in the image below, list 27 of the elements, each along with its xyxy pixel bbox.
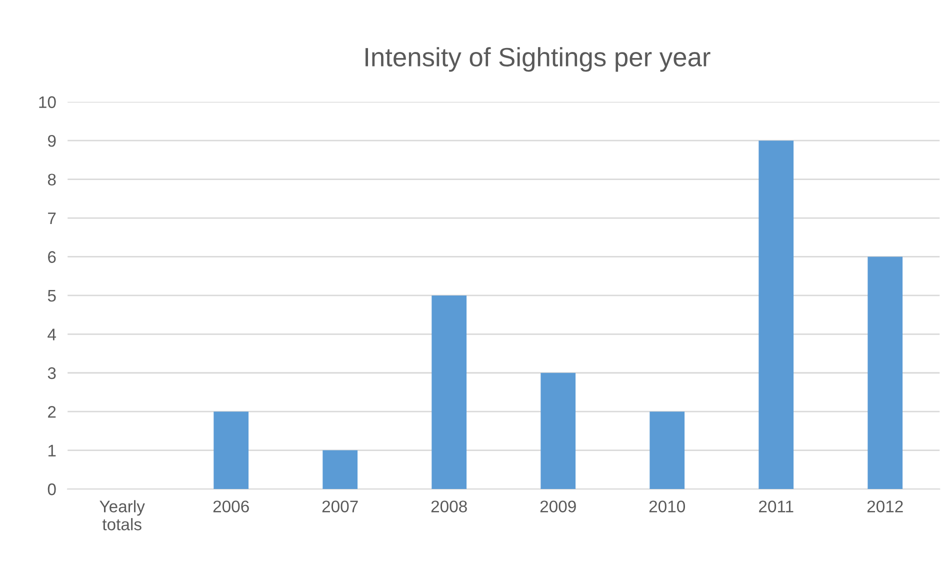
- y-tick-label: 7: [48, 212, 56, 224]
- y-tick-label: 3: [48, 367, 56, 380]
- chart-title: Intensity of Sightings per year: [366, 47, 710, 72]
- x-tick-label: 2012: [867, 500, 903, 512]
- x-tick-label: 2008: [431, 500, 467, 512]
- y-tick-label: 9: [48, 134, 56, 147]
- bar: [214, 412, 249, 490]
- bar: [432, 295, 467, 490]
- y-tick-label: 8: [48, 174, 56, 186]
- bar: [650, 412, 685, 490]
- bar: [868, 256, 903, 490]
- x-tick-label: 2007: [322, 500, 358, 512]
- y-tick-label: 1: [48, 444, 56, 456]
- y-tick-label: 4: [48, 328, 56, 340]
- bar: [322, 450, 358, 490]
- y-tick-label: 2: [48, 406, 56, 418]
- y-tick-label: 6: [48, 251, 56, 263]
- x-tick-label: Yearly totals: [100, 500, 145, 530]
- x-tick-label: 2011: [759, 500, 794, 512]
- bar: [758, 140, 794, 490]
- x-tick-label: 2010: [649, 500, 685, 512]
- y-tick-label: 10: [39, 96, 56, 108]
- x-tick-label: 2006: [213, 500, 249, 512]
- y-tick-label: 0: [48, 483, 56, 496]
- bar: [540, 372, 576, 490]
- y-tick-label: 5: [48, 290, 56, 302]
- x-tick-label: 2009: [540, 500, 576, 512]
